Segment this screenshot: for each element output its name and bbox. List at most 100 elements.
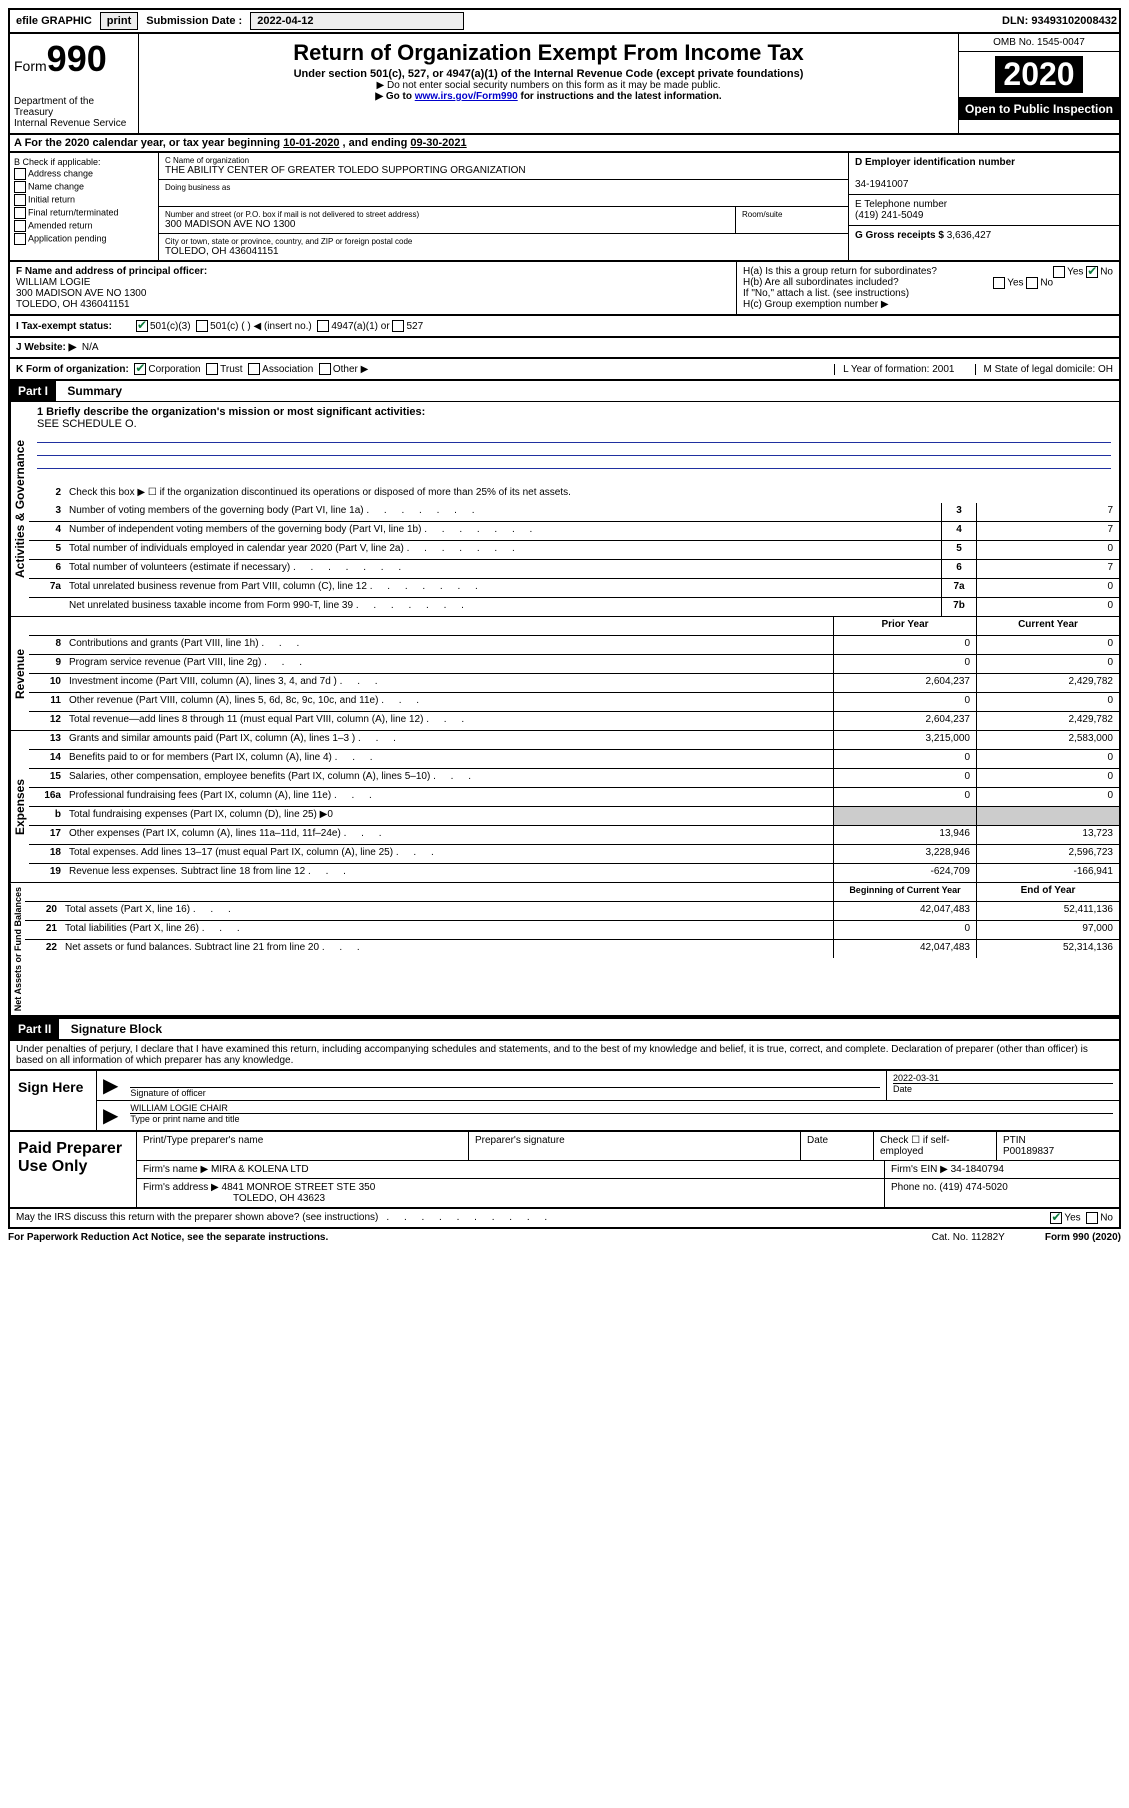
data-line: 21 Total liabilities (Part X, line 26) .… [25, 921, 1119, 940]
cb-4947[interactable] [317, 320, 329, 332]
officer-name: WILLIAM LOGIE [16, 277, 90, 288]
row-fh: F Name and address of principal officer:… [8, 262, 1121, 316]
cb-name-change[interactable]: Name change [14, 181, 154, 193]
section-f: F Name and address of principal officer:… [10, 262, 736, 314]
signer-name: WILLIAM LOGIE CHAIR [130, 1103, 1113, 1113]
declaration: Under penalties of perjury, I declare th… [8, 1041, 1121, 1071]
website: N/A [82, 342, 99, 353]
header-right: OMB No. 1545-0047 2020 Open to Public In… [958, 34, 1119, 133]
form-number: Form990 [14, 38, 134, 80]
efile-label: efile GRAPHIC [12, 13, 96, 29]
cb-527[interactable] [392, 320, 404, 332]
ptin: P00189837 [1003, 1146, 1054, 1157]
cb-501c3[interactable] [136, 320, 148, 332]
section-bcd: B Check if applicable: Address change Na… [8, 153, 1121, 262]
org-name: THE ABILITY CENTER OF GREATER TOLEDO SUP… [165, 165, 842, 176]
firm-phone: (419) 474-5020 [939, 1182, 1007, 1193]
date-label: Date [893, 1083, 1113, 1094]
side-exp: Expenses [10, 731, 29, 882]
name-label: Type or print name and title [130, 1113, 1113, 1124]
city: TOLEDO, OH 436041151 [165, 246, 842, 257]
b-title: B Check if applicable: [14, 157, 154, 167]
col-c: C Name of organization THE ABILITY CENTE… [159, 153, 848, 260]
header-left: Form990 Department of the Treasury Inter… [10, 34, 139, 133]
end-year-hdr: End of Year [976, 883, 1119, 901]
d-label: D Employer identification number [855, 157, 1015, 168]
part1-title: Summary [59, 381, 130, 401]
state-domicile: M State of legal domicile: OH [975, 364, 1114, 375]
footer-bottom: For Paperwork Reduction Act Notice, see … [8, 1229, 1121, 1246]
paperwork-notice: For Paperwork Reduction Act Notice, see … [8, 1232, 328, 1243]
gov-line: 6 Total number of volunteers (estimate i… [29, 560, 1119, 579]
omb-number: OMB No. 1545-0047 [959, 34, 1119, 52]
data-line: 18 Total expenses. Add lines 13–17 (must… [29, 845, 1119, 864]
cat-no: Cat. No. 11282Y [932, 1232, 1005, 1243]
data-line: 15 Salaries, other compensation, employe… [29, 769, 1119, 788]
prep-h4: Check ☐ if self-employed [874, 1132, 997, 1160]
data-line: 14 Benefits paid to or for members (Part… [29, 750, 1119, 769]
submission-label: Submission Date : [142, 13, 246, 29]
form-title: Return of Organization Exempt From Incom… [143, 40, 954, 66]
sign-date: 2022-03-31 [893, 1073, 1113, 1083]
gov-line: 7a Total unrelated business revenue from… [29, 579, 1119, 598]
part2: Part II Signature Block [8, 1017, 1121, 1041]
col-b: B Check if applicable: Address change Na… [10, 153, 159, 260]
section-h: H(a) Is this a group return for subordin… [736, 262, 1119, 314]
officer-addr1: 300 MADISON AVE NO 1300 [16, 288, 146, 299]
street-label: Number and street (or P.O. box if mail i… [165, 210, 729, 219]
data-line: 11 Other revenue (Part VIII, column (A),… [29, 693, 1119, 712]
arrow-icon: ▶ [97, 1101, 124, 1130]
row-a: A For the 2020 calendar year, or tax yea… [8, 135, 1121, 153]
dba-label: Doing business as [165, 183, 842, 192]
prior-year-hdr: Prior Year [833, 617, 976, 635]
cb-final-return[interactable]: Final return/terminated [14, 207, 154, 219]
top-bar: efile GRAPHIC print Submission Date : 20… [8, 8, 1121, 34]
print-button[interactable]: print [100, 12, 138, 30]
preparer-block: Paid Preparer Use Only Print/Type prepar… [8, 1132, 1121, 1209]
begin-year-hdr: Beginning of Current Year [833, 883, 976, 901]
cb-other[interactable] [319, 363, 331, 375]
cb-amended[interactable]: Amended return [14, 220, 154, 232]
tax-year: 2020 [995, 56, 1082, 93]
data-line: 16a Professional fundraising fees (Part … [29, 788, 1119, 807]
cb-assoc[interactable] [248, 363, 260, 375]
cb-app-pending[interactable]: Application pending [14, 233, 154, 245]
gov-line: 3 Number of voting members of the govern… [29, 503, 1119, 522]
preparer-label: Paid Preparer Use Only [10, 1132, 137, 1207]
cb-discuss-no[interactable] [1086, 1212, 1098, 1224]
part1-header: Part I [10, 381, 56, 401]
data-line: b Total fundraising expenses (Part IX, c… [29, 807, 1119, 826]
data-line: 22 Net assets or fund balances. Subtract… [25, 940, 1119, 958]
submission-date: 2022-04-12 [250, 12, 464, 30]
gov-line: 4 Number of independent voting members o… [29, 522, 1119, 541]
firm-name: MIRA & KOLENA LTD [211, 1164, 309, 1175]
sign-here-label: Sign Here [10, 1071, 97, 1130]
firm-addr2: TOLEDO, OH 43623 [233, 1193, 325, 1204]
g-label: G Gross receipts $ [855, 230, 944, 241]
e-label: E Telephone number [855, 199, 947, 210]
cb-address-change[interactable]: Address change [14, 168, 154, 180]
line1: 1 Briefly describe the organization's mi… [29, 402, 1119, 485]
officer-addr2: TOLEDO, OH 436041151 [16, 299, 130, 310]
form990-link[interactable]: www.irs.gov/Form990 [415, 91, 518, 102]
dept-label: Department of the Treasury Internal Reve… [14, 96, 134, 129]
street: 300 MADISON AVE NO 1300 [165, 219, 729, 230]
form-header: Form990 Department of the Treasury Inter… [8, 34, 1121, 135]
gov-line: Net unrelated business taxable income fr… [29, 598, 1119, 616]
cb-trust[interactable] [206, 363, 218, 375]
dln: DLN: 93493102008432 [1002, 15, 1117, 27]
firm-addr1: 4841 MONROE STREET STE 350 [222, 1182, 376, 1193]
gross-receipts: 3,636,427 [947, 230, 992, 241]
city-label: City or town, state or province, country… [165, 237, 842, 246]
cb-corp[interactable] [134, 363, 146, 375]
data-line: 17 Other expenses (Part IX, column (A), … [29, 826, 1119, 845]
ein: 34-1941007 [855, 179, 908, 190]
data-line: 8 Contributions and grants (Part VIII, l… [29, 636, 1119, 655]
prep-h1: Print/Type preparer's name [137, 1132, 469, 1160]
cb-initial-return[interactable]: Initial return [14, 194, 154, 206]
part1: Part I Summary Activities & Governance 1… [8, 381, 1121, 1017]
room-label: Room/suite [742, 210, 842, 219]
current-year-hdr: Current Year [976, 617, 1119, 635]
cb-discuss-yes[interactable] [1050, 1212, 1062, 1224]
cb-501c[interactable] [196, 320, 208, 332]
